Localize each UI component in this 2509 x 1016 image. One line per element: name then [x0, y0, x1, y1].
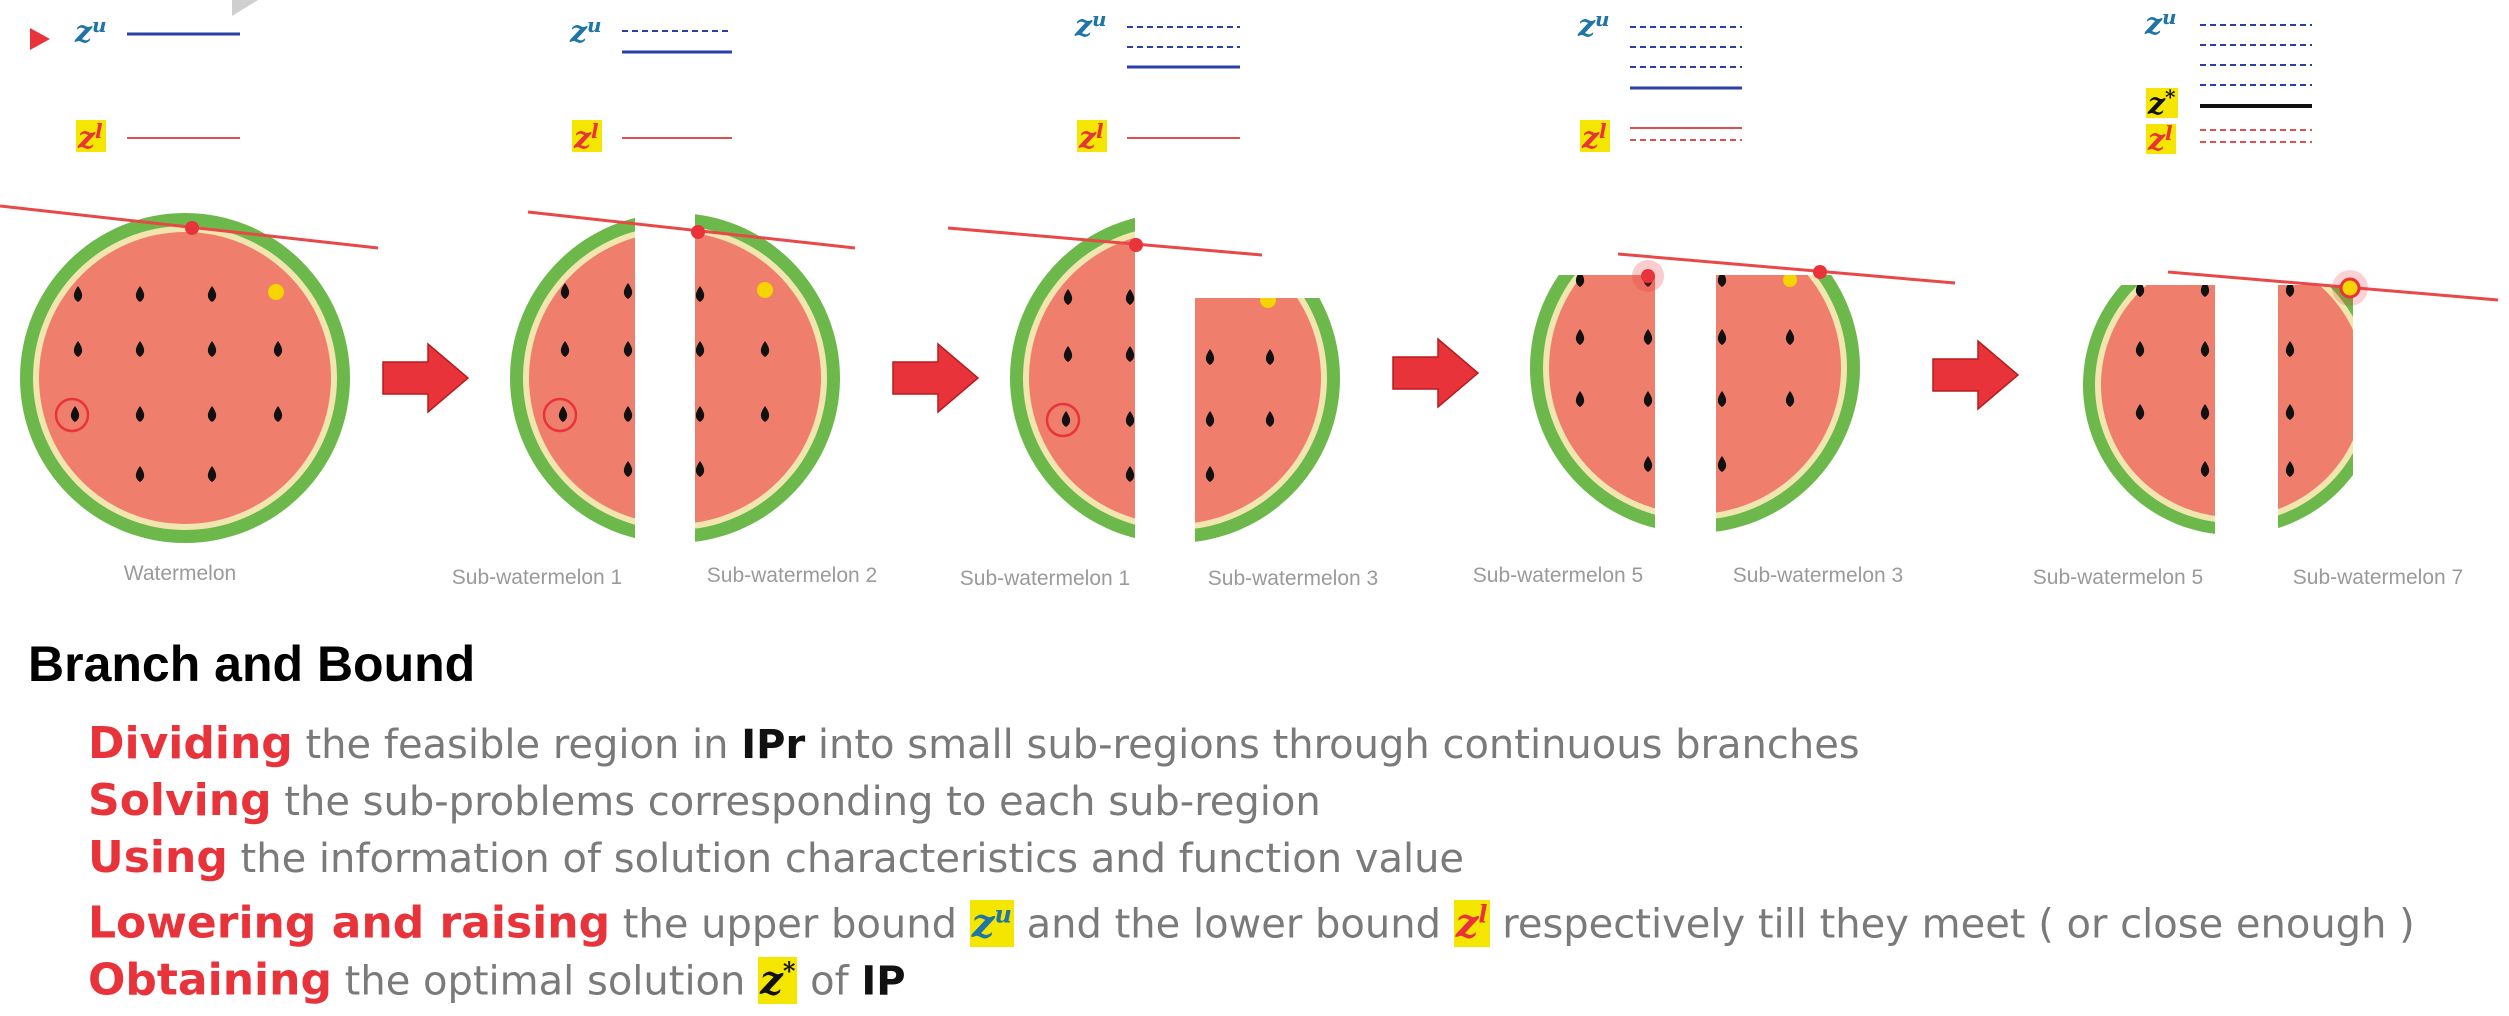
- bound-indicator-stage-5: zu z* zl: [2144, 5, 2312, 158]
- svg-text:zl: zl: [1581, 119, 1607, 156]
- bound-indicator-stage-2: zu zl: [569, 13, 732, 156]
- watermelon-whole: [20, 213, 350, 543]
- sub-watermelon-right-stage-2: [695, 214, 840, 542]
- stage-2-label-1: Sub-watermelon 1: [452, 566, 622, 589]
- svg-text:zu: zu: [1074, 7, 1107, 44]
- step-list: Dividing the feasible region in IPr into…: [88, 715, 2488, 1005]
- zu-symbol: zu: [969, 900, 1014, 948]
- sub-watermelon-left-stage-4: [1530, 275, 1655, 529]
- corner-triangle-icon: [232, 0, 258, 16]
- step-text: the sub-problems corresponding to each s…: [271, 779, 1321, 825]
- step-text: and the lower bound: [1013, 901, 1454, 948]
- branch-arrow-2: [892, 343, 979, 413]
- step-text: the feasible region in: [292, 722, 742, 768]
- stage-2-label-2: Sub-watermelon 2: [707, 564, 877, 587]
- step-text: the information of solution characterist…: [227, 836, 1465, 882]
- stage-1-label-1: Watermelon: [124, 562, 236, 585]
- sub-watermelon-left-stage-3: [1010, 217, 1135, 539]
- stage-5-label-1: Sub-watermelon 5: [2033, 566, 2203, 589]
- svg-text:zl: zl: [573, 119, 599, 156]
- step-keyword: Obtaining: [88, 954, 332, 1006]
- zl-symbol: zl: [1453, 900, 1490, 948]
- step-keyword: Lowering and raising: [88, 897, 611, 949]
- step-text: the upper bound: [610, 901, 970, 948]
- sub-watermelon-right-stage-3: [1195, 298, 1340, 542]
- branch-arrow-4: [1932, 340, 2019, 410]
- zstar-symbol: z*: [2147, 85, 2176, 122]
- ip-term: IP: [861, 958, 906, 1005]
- stage-3-label-1: Sub-watermelon 1: [960, 567, 1130, 590]
- step-keyword: Using: [88, 832, 228, 883]
- bound-indicator-stage-3: zu zl: [1074, 7, 1240, 156]
- stage-4-label-2: Sub-watermelon 3: [1733, 564, 1903, 587]
- step-obtaining: Obtaining the optimal solution z* of IP: [88, 943, 2488, 1005]
- play-icon[interactable]: [30, 28, 50, 50]
- bound-indicator-stage-1: zu zl: [74, 13, 240, 156]
- step-keyword: Dividing: [88, 718, 293, 769]
- bound-indicator-stage-4: zu zl: [1577, 7, 1742, 156]
- step-text: into small sub-regions through continuou…: [805, 722, 1860, 768]
- step-lowering-raising: Lowering and raising the upper bound zu …: [88, 886, 2488, 948]
- stage-4-label-1: Sub-watermelon 5: [1473, 564, 1643, 587]
- stage-3-label-2: Sub-watermelon 3: [1208, 567, 1378, 590]
- ipr-term: IPr: [741, 722, 806, 768]
- sub-watermelon-right-stage-4: [1716, 275, 1860, 532]
- svg-text:zl: zl: [1078, 119, 1104, 156]
- zstar-symbol: z*: [758, 957, 798, 1005]
- step-keyword: Solving: [88, 775, 272, 826]
- svg-text:zu: zu: [2144, 5, 2177, 42]
- zu-symbol: zu: [74, 13, 107, 50]
- sub-watermelon-right-stage-5: [2278, 285, 2353, 529]
- step-text: respectively till they meet ( or close e…: [1489, 901, 2415, 948]
- step-text: of: [797, 958, 862, 1005]
- branch-and-bound-diagram: zu zl zu zl zu zl zu zl zu: [0, 0, 2499, 590]
- branch-arrow-1: [382, 343, 469, 413]
- step-dividing: Dividing the feasible region in IPr into…: [88, 715, 2488, 772]
- sub-watermelon-left-stage-2: [510, 217, 635, 539]
- branch-arrow-3: [1392, 338, 1479, 408]
- svg-text:zl: zl: [2147, 121, 2173, 158]
- svg-text:zu: zu: [569, 13, 602, 50]
- sub-watermelon-left-stage-5: [2083, 285, 2215, 534]
- stage-5-label-2: Sub-watermelon 7: [2293, 566, 2463, 589]
- zl-symbol: zl: [77, 119, 103, 156]
- step-using: Using the information of solution charac…: [88, 829, 2488, 886]
- svg-text:zu: zu: [1577, 7, 1610, 44]
- step-text: the optimal solution: [331, 958, 759, 1005]
- step-solving: Solving the sub-problems corresponding t…: [88, 772, 2488, 829]
- section-heading: Branch and Bound: [28, 636, 476, 692]
